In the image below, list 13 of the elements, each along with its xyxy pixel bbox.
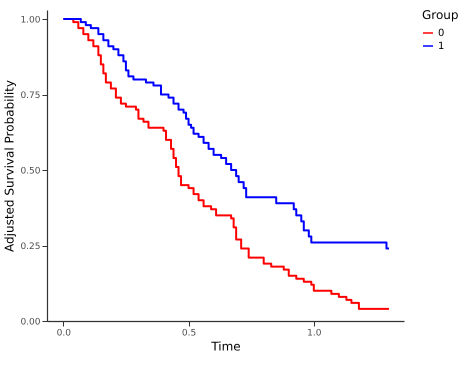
y-tick-label: 0.25 (20, 242, 40, 252)
legend-label: 0 (438, 28, 444, 39)
y-tick-label: 0.75 (20, 91, 40, 102)
y-tick-label: 0.50 (20, 166, 41, 177)
y-tick-label: 0.00 (20, 318, 41, 328)
y-axis-title: Adjusted Survival Probability (2, 80, 16, 252)
x-tick-label: 0.0 (56, 328, 72, 338)
x-tick-label: 0.5 (182, 328, 196, 338)
y-tick-label: 1.00 (20, 16, 41, 26)
legend-title: Group (422, 8, 459, 22)
x-axis-title: Time (210, 340, 241, 354)
legend-label: 1 (438, 41, 444, 52)
x-tick-label: 1.0 (307, 328, 322, 338)
